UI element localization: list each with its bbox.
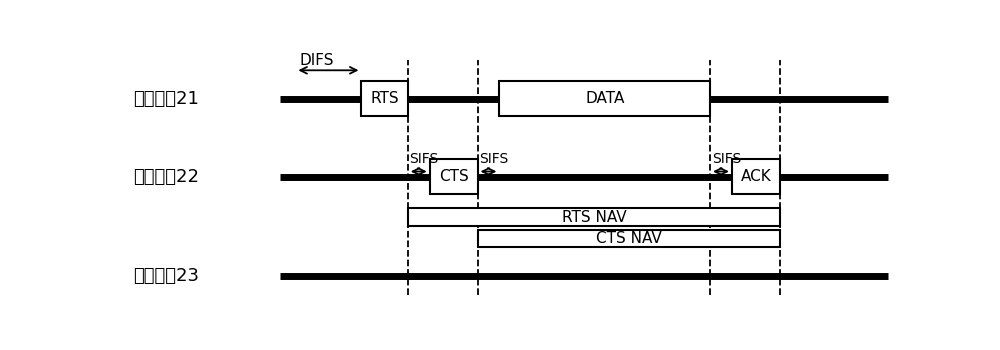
Bar bbox=[499, 81, 710, 116]
Bar bbox=[478, 230, 780, 247]
Bar bbox=[430, 159, 478, 194]
Bar bbox=[408, 208, 780, 226]
Text: RTS: RTS bbox=[370, 91, 399, 106]
Text: SIFS: SIFS bbox=[409, 152, 439, 166]
Text: SIFS: SIFS bbox=[479, 152, 508, 166]
Text: CTS: CTS bbox=[439, 169, 468, 184]
Text: 其它设刷23: 其它设刷23 bbox=[133, 267, 199, 286]
Text: CTS NAV: CTS NAV bbox=[596, 231, 662, 246]
Bar bbox=[732, 159, 780, 194]
Text: DIFS: DIFS bbox=[299, 52, 334, 68]
Text: DATA: DATA bbox=[585, 91, 624, 106]
Text: RTS NAV: RTS NAV bbox=[562, 210, 626, 225]
Text: SIFS: SIFS bbox=[712, 152, 741, 166]
Text: 接收设刷22: 接收设刷22 bbox=[133, 168, 199, 186]
Text: 发送设刷21: 发送设刷21 bbox=[133, 90, 199, 107]
Bar bbox=[361, 81, 408, 116]
Text: ACK: ACK bbox=[740, 169, 771, 184]
